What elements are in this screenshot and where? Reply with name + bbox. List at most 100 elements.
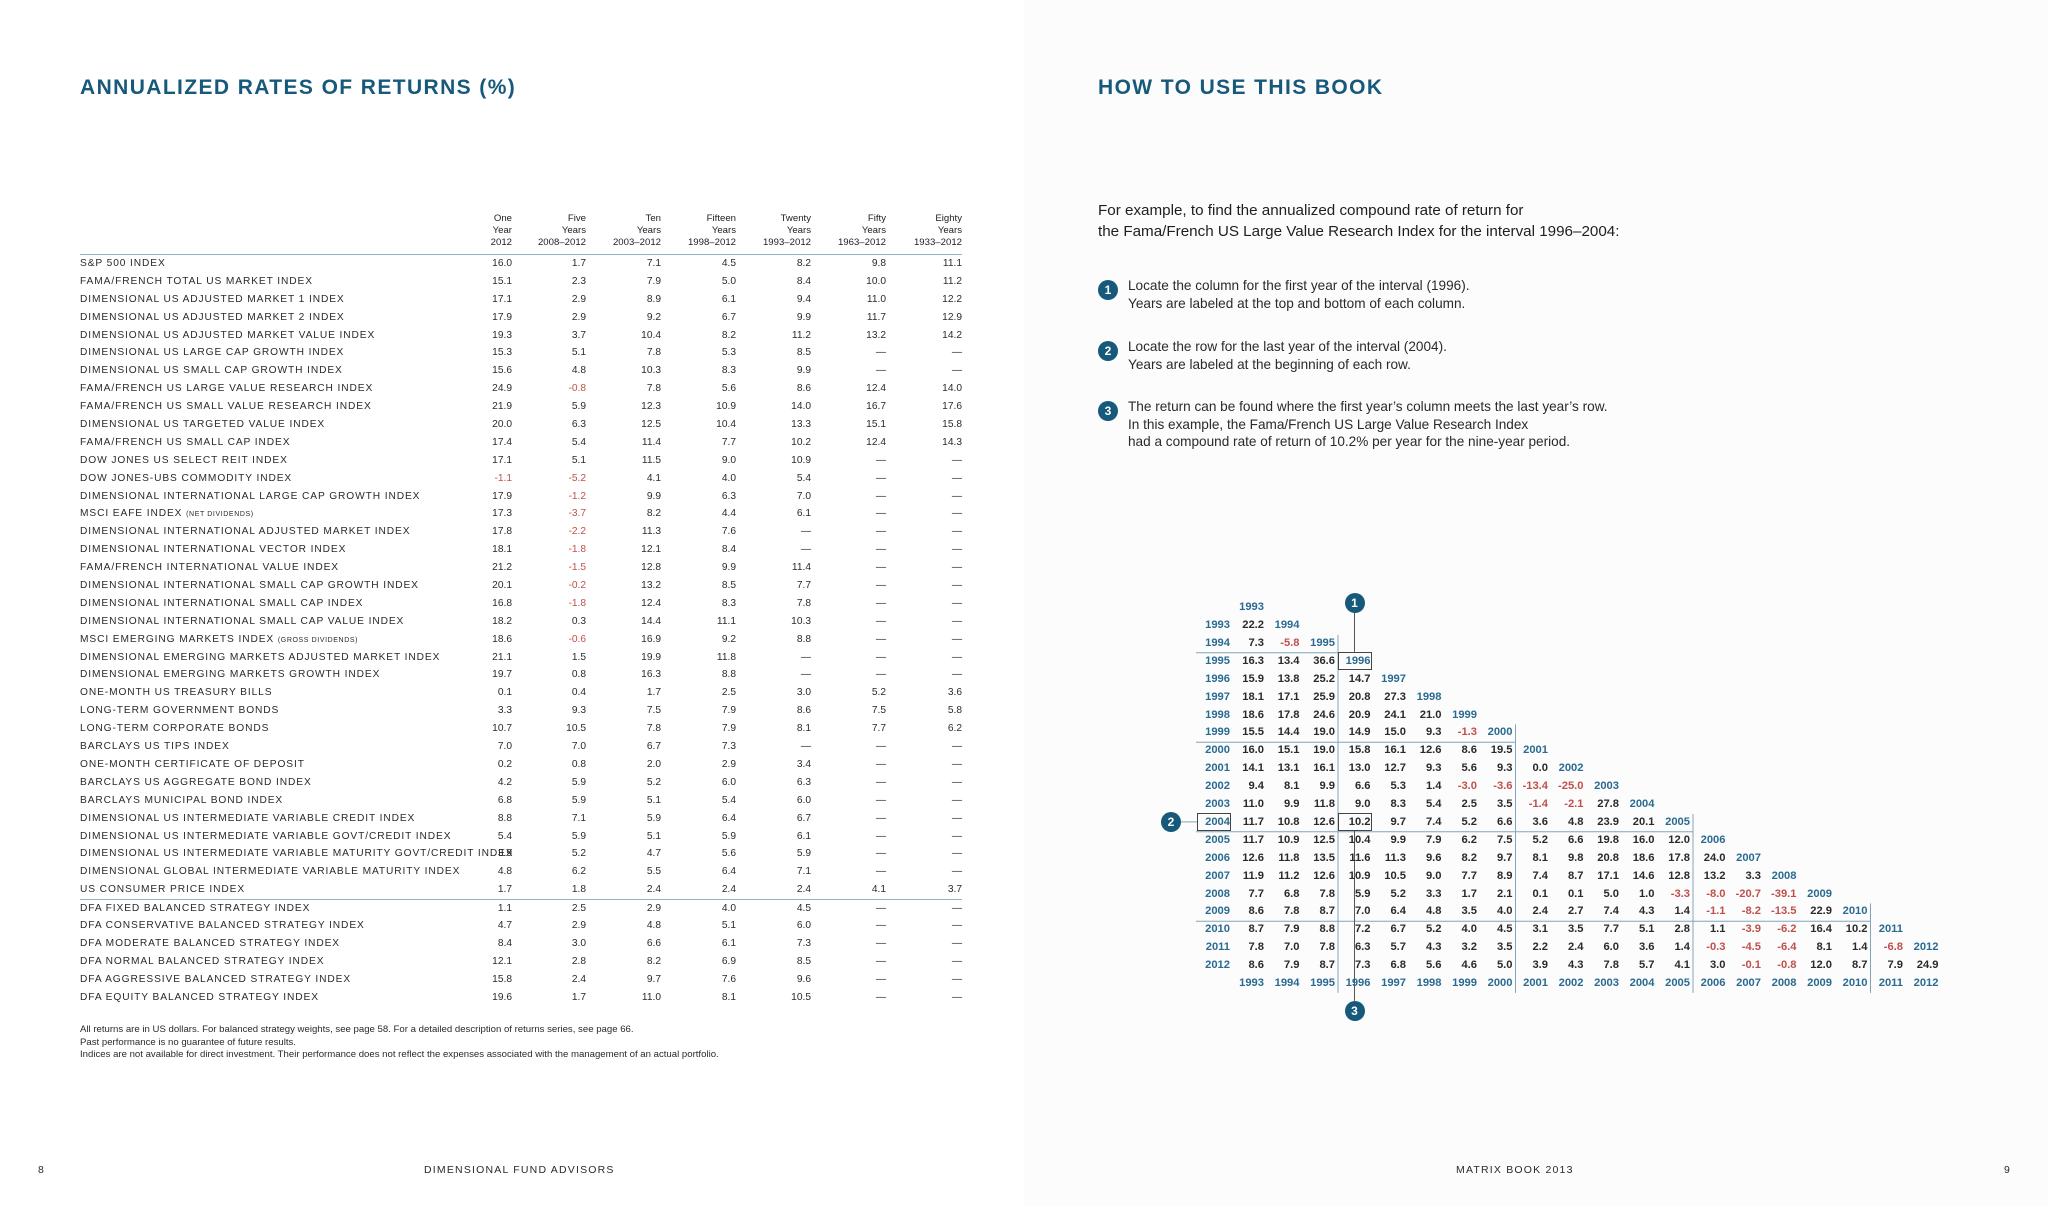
row-label: DFA CONSERVATIVE BALANCED STRATEGY INDEX xyxy=(80,917,365,935)
index-name: DIMENSIONAL US LARGE CAP GROWTH INDEX xyxy=(80,347,345,359)
row-year-label: 2003 xyxy=(1205,798,1230,810)
matrix-cell: 10.9 xyxy=(1277,833,1300,846)
matrix-cell: 9.3 xyxy=(1425,762,1442,775)
return-value: 6.6 xyxy=(646,937,661,949)
matrix-cell: -1.1 xyxy=(1706,905,1726,918)
bottom-year-label: 1996 xyxy=(1345,977,1371,989)
matrix-cell: 8.2 xyxy=(1461,851,1477,864)
table-row: DFA EQUITY BALANCED STRATEGY INDEX 19.6 1.… xyxy=(80,989,962,1007)
row-year-label: 2007 xyxy=(1205,869,1230,882)
return-value: 16.9 xyxy=(641,633,661,645)
column-header-line: Fifteen xyxy=(706,213,736,224)
return-value: 7.6 xyxy=(721,973,736,985)
return-value: -3.7 xyxy=(568,508,586,520)
index-name: LONG-TERM GOVERNMENT BONDS xyxy=(80,705,280,717)
return-value: 12.3 xyxy=(641,401,661,413)
matrix-cell: 9.3 xyxy=(1425,726,1442,739)
row-year-label: 2002 xyxy=(1205,780,1230,793)
matrix-cell: 2.4 xyxy=(1532,905,1548,918)
index-name: DIMENSIONAL INTERNATIONAL VECTOR INDEX xyxy=(80,544,347,556)
callout-badge: 2 xyxy=(1161,811,1181,832)
matrix-cell: 7.7 xyxy=(1248,887,1264,900)
intro-text: For example, to find the annualized comp… xyxy=(1098,200,1619,242)
return-value: 4.4 xyxy=(721,508,736,520)
bottom-year-label: 2002 xyxy=(1558,977,1584,989)
return-value: 5.6 xyxy=(721,383,736,395)
table-row: DIMENSIONAL INTERNATIONAL VECTOR INDEX 18… xyxy=(80,541,962,559)
index-name: DOW JONES-UBS COMMODITY INDEX xyxy=(80,472,293,484)
row-year-label: 2008 xyxy=(1205,887,1230,900)
column-year-label: 1995 xyxy=(1310,636,1335,649)
return-value: — xyxy=(951,597,962,609)
bottom-year-label: 1998 xyxy=(1416,977,1442,989)
return-value: 14.2 xyxy=(942,329,962,341)
bottom-year-label: 2007 xyxy=(1736,977,1761,989)
index-name: FAMA/FRENCH TOTAL US MARKET INDEX xyxy=(80,275,313,287)
index-name: DIMENSIONAL INTERNATIONAL SMALL CAP VALU… xyxy=(80,615,405,627)
matrix-cell: 17.8 xyxy=(1668,851,1690,864)
matrix-cell: 16.0 xyxy=(1632,833,1655,846)
matrix-cell: 8.7 xyxy=(1851,959,1868,972)
return-value: 15.1 xyxy=(492,275,512,287)
return-value: 8.1 xyxy=(721,991,736,1003)
table-row: DIMENSIONAL INTERNATIONAL SMALL CAP VALU… xyxy=(80,613,962,631)
matrix-cell: 4.3 xyxy=(1425,941,1442,954)
return-value: 0.2 xyxy=(497,758,512,770)
column-header-line: 2012 xyxy=(490,237,512,248)
return-value: 10.4 xyxy=(641,329,661,341)
matrix-cell: 8.1 xyxy=(1816,941,1832,954)
return-value: 5.1 xyxy=(571,347,586,359)
return-value: 2.9 xyxy=(571,293,586,305)
step-number-badge: 1 xyxy=(1098,280,1118,300)
return-value: 6.2 xyxy=(947,723,962,735)
matrix-cell: 20.9 xyxy=(1348,708,1371,721)
return-value: — xyxy=(951,830,962,842)
index-note: (NET DIVIDENDS) xyxy=(186,511,254,519)
matrix-cell: 0.0 xyxy=(1532,762,1548,775)
column-header: Eighty Years 1933–2012 xyxy=(877,213,962,249)
return-value: 10.9 xyxy=(716,401,736,413)
table-row: DFA FIXED BALANCED STRATEGY INDEX 1.1 2.5 2… xyxy=(80,899,962,917)
row-label: DIMENSIONAL INTERNATIONAL LARGE CAP GROW… xyxy=(80,488,420,506)
matrix-cell: 14.1 xyxy=(1242,762,1264,775)
return-value: -0.6 xyxy=(568,633,586,645)
index-name: US CONSUMER PRICE INDEX xyxy=(80,884,246,896)
row-label: S&P 500 INDEX xyxy=(80,255,166,273)
table-row: ONE-MONTH US TREASURY BILLS 0.1 0.4 1.7 2.5 3… xyxy=(80,684,962,702)
footer-publisher: DIMENSIONAL FUND ADVISORS xyxy=(424,1164,615,1176)
return-value: — xyxy=(875,758,886,770)
matrix-cell: 22.2 xyxy=(1242,619,1264,631)
matrix-cell: 10.8 xyxy=(1277,815,1300,828)
return-value: — xyxy=(875,651,886,663)
index-name: FAMA/FRENCH US SMALL CAP INDEX xyxy=(80,436,291,448)
matrix-cell: 7.9 xyxy=(1887,959,1903,972)
matrix-cell: 27.3 xyxy=(1384,690,1406,703)
table-row: DFA MODERATE BALANCED STRATEGY INDEX 8.4 3… xyxy=(80,935,962,953)
table-row: DIMENSIONAL US SMALL CAP GROWTH INDEX 15.… xyxy=(80,362,962,380)
return-value: 8.4 xyxy=(497,937,512,949)
column-header-line: Years xyxy=(636,225,661,236)
row-label: DIMENSIONAL US ADJUSTED MARKET 1 INDEX xyxy=(80,291,345,309)
return-value: 11.4 xyxy=(641,436,661,448)
matrix-cell: 4.5 xyxy=(1496,923,1513,936)
return-value: 9.2 xyxy=(646,311,661,323)
return-value: 13.2 xyxy=(641,580,661,592)
index-name: ONE-MONTH CERTIFICATE OF DEPOSIT xyxy=(80,758,305,770)
column-year-label: 2001 xyxy=(1523,744,1548,757)
matrix-cell: 8.6 xyxy=(1248,959,1264,972)
return-value: 0.4 xyxy=(571,687,586,699)
page-number-right: 9 xyxy=(2004,1164,2012,1176)
return-value: -0.8 xyxy=(568,383,586,395)
column-header: Twenty Years 1993–2012 xyxy=(726,213,811,249)
matrix-cell: 12.0 xyxy=(1810,959,1832,972)
return-value: — xyxy=(875,937,886,949)
index-name: MSCI EMERGING MARKETS INDEX xyxy=(80,633,275,645)
matrix-cell: 11.0 xyxy=(1242,798,1264,810)
step-line: Years are labeled at the top and bottom … xyxy=(1128,295,1466,311)
matrix-cell: 11.7 xyxy=(1242,833,1264,846)
matrix-cell: -13.4 xyxy=(1522,780,1549,793)
matrix-cell: 3.1 xyxy=(1532,923,1548,936)
matrix-cell: 8.3 xyxy=(1390,798,1406,810)
table-row: BARCLAYS US TIPS INDEX 7.0 7.0 6.7 7.3 — — — xyxy=(80,738,962,756)
return-value: 4.0 xyxy=(721,903,736,915)
